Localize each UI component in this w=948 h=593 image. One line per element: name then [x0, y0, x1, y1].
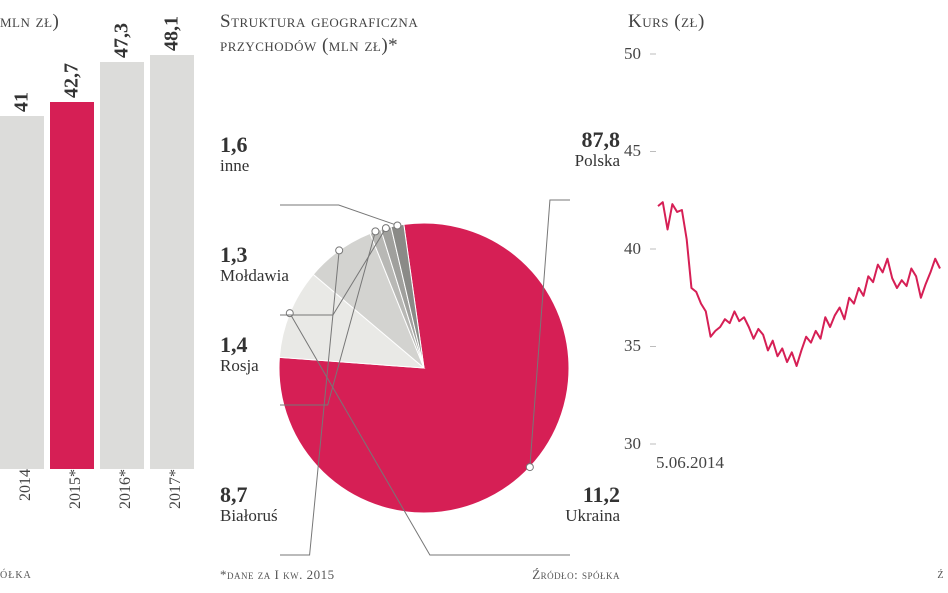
pie-leader-dot-icon [394, 221, 401, 228]
pie-label-ukraina: 11,2Ukraina [565, 483, 620, 526]
pie-leader-dot-icon [336, 246, 343, 253]
line-chart-footer: ź [937, 567, 944, 583]
bar-value: 47,3 [111, 23, 134, 62]
pie-label-inne: 1,6inne [220, 133, 249, 176]
bar-label: 2015* [59, 469, 85, 509]
pie-footer-right: Źródło: spółka [532, 567, 620, 583]
pie-label-name: Rosja [220, 356, 259, 375]
page-root: mln zł) 41201442,72015*47,32016*48,12017… [0, 0, 948, 593]
bar-2016: 47,32016* [100, 62, 144, 469]
pie-footer-left: *dane za I kw. 2015 [220, 567, 335, 583]
pie-chart-plot: 87,8Polska 11,2Ukraina 8,7Białoruś 1,4Rosja… [220, 63, 628, 543]
y-tick-35: 35 [624, 336, 641, 356]
y-tick-50: 50 [624, 44, 641, 64]
bar-2014: 412014 [0, 116, 44, 469]
y-tick-30: 30 [624, 434, 641, 454]
pie-label-polska: 87,8Polska [575, 128, 620, 171]
pie-chart-title: Struktura geograficzna przychodów (mln z… [220, 10, 628, 58]
pie-label-value: 1,3 [220, 243, 289, 267]
pie-leader-dot-icon [372, 227, 379, 234]
bar-column [0, 116, 44, 469]
pie-label-value: 1,6 [220, 133, 249, 157]
pie-leader-dot-icon [526, 463, 533, 470]
bar-chart-plot: 41201442,72015*47,32016*48,12017* [0, 39, 220, 469]
pie-title-line1: Struktura geograficzna [220, 11, 418, 32]
line-series [658, 202, 940, 366]
bar-chart-footer: ółka [0, 567, 32, 583]
line-chart-panel: Kurs (zł) 30354045505.06.2014 ź [628, 0, 948, 593]
bar-value: 41 [11, 92, 34, 116]
bar-label: 2017* [159, 469, 185, 509]
y-tick-45: 45 [624, 141, 641, 161]
pie-label-value: 11,2 [565, 483, 620, 507]
line-chart-title: Kurs (zł) [628, 10, 948, 34]
pie-label-name: Białoruś [220, 506, 278, 525]
bar-value: 48,1 [161, 16, 184, 55]
pie-leader-dot-icon [286, 309, 293, 316]
pie-leader-dot-icon [382, 224, 389, 231]
bar-column [100, 62, 144, 469]
pie-title-line2: przychodów (mln zł)* [220, 35, 398, 56]
x-tick-left: 5.06.2014 [656, 453, 724, 473]
line-chart-plot: 30354045505.06.2014 [628, 49, 948, 479]
pie-label-białoruś: 8,7Białoruś [220, 483, 278, 526]
bar-2017: 48,12017* [150, 55, 194, 469]
bar-column [150, 55, 194, 469]
line-svg [650, 49, 948, 459]
pie-label-name: Polska [575, 151, 620, 170]
pie-label-mołdawia: 1,3Mołdawia [220, 243, 289, 286]
y-tick-40: 40 [624, 239, 641, 259]
pie-label-name: Mołdawia [220, 266, 289, 285]
pie-leader-inne [280, 205, 397, 225]
pie-label-value: 87,8 [575, 128, 620, 152]
pie-label-name: Ukraina [565, 506, 620, 525]
pie-chart-footer: *dane za I kw. 2015 Źródło: spółka [220, 567, 620, 583]
bar-value: 42,7 [61, 63, 84, 102]
bar-column [50, 102, 94, 469]
pie-label-value: 8,7 [220, 483, 278, 507]
pie-label-rosja: 1,4Rosja [220, 333, 259, 376]
bar-chart-panel: mln zł) 41201442,72015*47,32016*48,12017… [0, 0, 220, 593]
bar-label: 2014 [9, 469, 35, 501]
bar-label: 2016* [109, 469, 135, 509]
pie-chart-panel: Struktura geograficzna przychodów (mln z… [220, 0, 628, 593]
bar-2015: 42,72015* [50, 102, 94, 469]
pie-label-value: 1,4 [220, 333, 259, 357]
pie-label-name: inne [220, 156, 249, 175]
